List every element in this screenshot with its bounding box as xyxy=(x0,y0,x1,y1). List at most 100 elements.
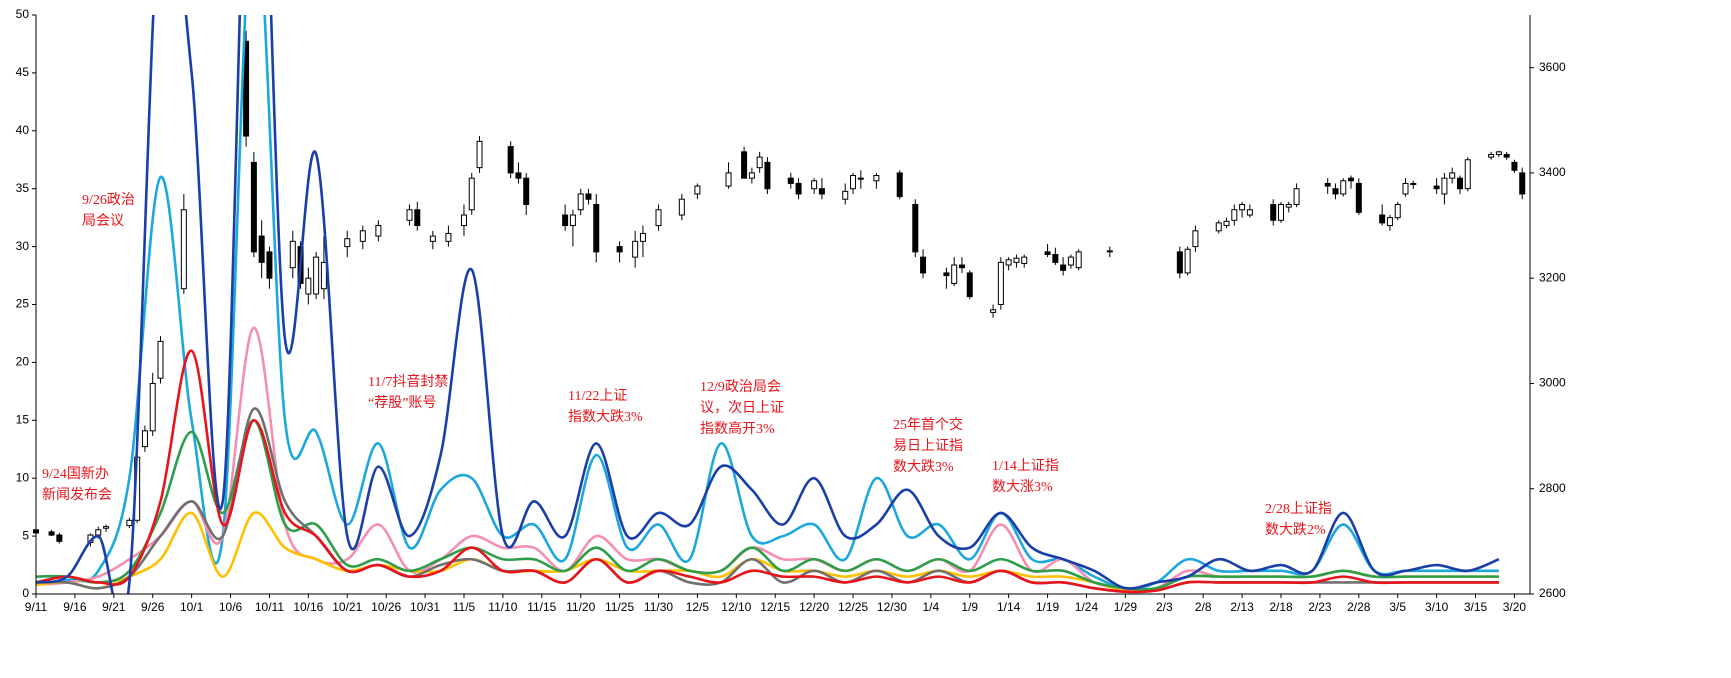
x-tick-label: 11/15 xyxy=(527,600,556,614)
x-tick-label: 10/6 xyxy=(219,600,243,614)
candle-body xyxy=(95,529,102,536)
candle-body xyxy=(460,214,467,227)
line-series xyxy=(36,15,1500,594)
candle-body xyxy=(795,182,802,195)
candle-body xyxy=(741,151,748,179)
candle-body xyxy=(912,203,919,253)
candle-body xyxy=(48,531,55,536)
candle-body xyxy=(1184,248,1191,274)
x-tick-label: 11/5 xyxy=(453,600,476,614)
candle-body xyxy=(585,193,592,200)
candle-body xyxy=(126,519,133,527)
candle-body xyxy=(1075,251,1082,269)
axes: 0 5 10 15 20 25 30 35 40 45 50 2600 2800 3000 3200 3400… xyxy=(16,7,1566,614)
candle-body xyxy=(414,209,421,227)
y2-tick-label: 2800 xyxy=(1539,481,1566,495)
candle-body xyxy=(1332,188,1339,195)
candle-body xyxy=(375,225,382,237)
candle-body xyxy=(562,214,569,227)
y-tick-label: 35 xyxy=(16,181,30,195)
x-tick-label: 1/24 xyxy=(1075,600,1099,614)
candle-body xyxy=(850,175,857,190)
x-tick-label: 11/20 xyxy=(566,600,595,614)
annotation: 2/28上证指 xyxy=(1265,501,1332,517)
candle-body xyxy=(811,180,818,190)
candle-body xyxy=(1324,182,1331,187)
candle-body xyxy=(943,272,950,277)
candle-body xyxy=(1449,172,1456,179)
candle-body xyxy=(966,272,973,298)
candle-body xyxy=(1348,177,1355,182)
candle-body xyxy=(1052,253,1059,263)
candle-body xyxy=(655,209,662,227)
candle-body xyxy=(632,240,639,258)
candle-body xyxy=(694,185,701,195)
candle-body xyxy=(258,235,265,263)
annotation: 新闻发布会 xyxy=(42,487,112,503)
candle-body xyxy=(951,264,958,284)
x-tick-label: 10/11 xyxy=(255,600,284,614)
candle-body xyxy=(1464,159,1471,190)
x-tick-label: 9/16 xyxy=(63,600,87,614)
candle-body xyxy=(1021,256,1028,264)
y-tick-label: 30 xyxy=(16,239,30,253)
candle-body xyxy=(445,232,452,242)
annotation: 12/9政治局会 xyxy=(700,379,781,395)
candle-body xyxy=(1270,203,1277,221)
x-tick-label: 11/25 xyxy=(605,600,634,614)
line-series xyxy=(36,15,1499,590)
y-tick-label: 0 xyxy=(22,586,29,600)
candle-body xyxy=(468,177,475,211)
y2-tick-label: 3400 xyxy=(1539,165,1566,179)
x-tick-label: 10/16 xyxy=(293,600,323,614)
candle-body xyxy=(896,172,903,198)
candle-body xyxy=(243,40,250,137)
x-tick-label: 2/23 xyxy=(1308,600,1332,614)
x-tick-label: 1/29 xyxy=(1114,600,1138,614)
x-tick-label: 12/25 xyxy=(838,600,868,614)
candle-body xyxy=(1379,214,1386,224)
candle-body xyxy=(313,256,320,295)
candle-body xyxy=(180,209,187,290)
candle-body xyxy=(250,161,257,253)
candle-body xyxy=(756,156,763,169)
candle-body xyxy=(639,232,646,242)
x-tick-label: 10/21 xyxy=(332,600,362,614)
candle-body xyxy=(359,230,366,242)
x-tick-label: 9/21 xyxy=(102,600,126,614)
x-tick-label: 1/14 xyxy=(997,600,1021,614)
candle-body xyxy=(857,177,864,180)
candle-body xyxy=(1285,203,1292,208)
candle-body xyxy=(748,172,755,179)
annotation: 局会议 xyxy=(82,213,124,229)
candle-body xyxy=(1106,250,1113,253)
candle-body xyxy=(1441,177,1448,195)
annotation: 数大涨3% xyxy=(992,479,1053,495)
x-tick-label: 2/13 xyxy=(1230,600,1254,614)
candle-body xyxy=(1511,161,1518,171)
candle-body xyxy=(289,240,296,269)
candle-body xyxy=(1067,256,1074,266)
y2-tick-label: 3200 xyxy=(1539,270,1566,284)
candle-body xyxy=(429,235,436,242)
candle-body xyxy=(523,177,530,205)
annotation: 数大跌2% xyxy=(1265,522,1326,538)
x-tick-label: 1/19 xyxy=(1036,600,1060,614)
y-tick-label: 50 xyxy=(16,7,30,21)
x-tick-label: 12/20 xyxy=(799,600,829,614)
y-tick-label: 40 xyxy=(16,123,30,137)
y2-tick-label: 2600 xyxy=(1539,586,1566,600)
y2-tick-label: 3000 xyxy=(1539,376,1566,390)
x-tick-label: 10/26 xyxy=(371,600,401,614)
x-tick-label: 9/26 xyxy=(141,600,165,614)
candle-body xyxy=(1192,230,1199,248)
candle-body xyxy=(990,309,997,313)
candle-body xyxy=(266,251,273,279)
annotation: 9/24国新办 xyxy=(42,466,109,482)
y-tick-label: 10 xyxy=(16,470,30,484)
candle-body xyxy=(1456,177,1463,190)
annotation: 指数高开3% xyxy=(700,420,775,437)
candle-body xyxy=(507,146,514,174)
candle-body xyxy=(1231,209,1238,221)
